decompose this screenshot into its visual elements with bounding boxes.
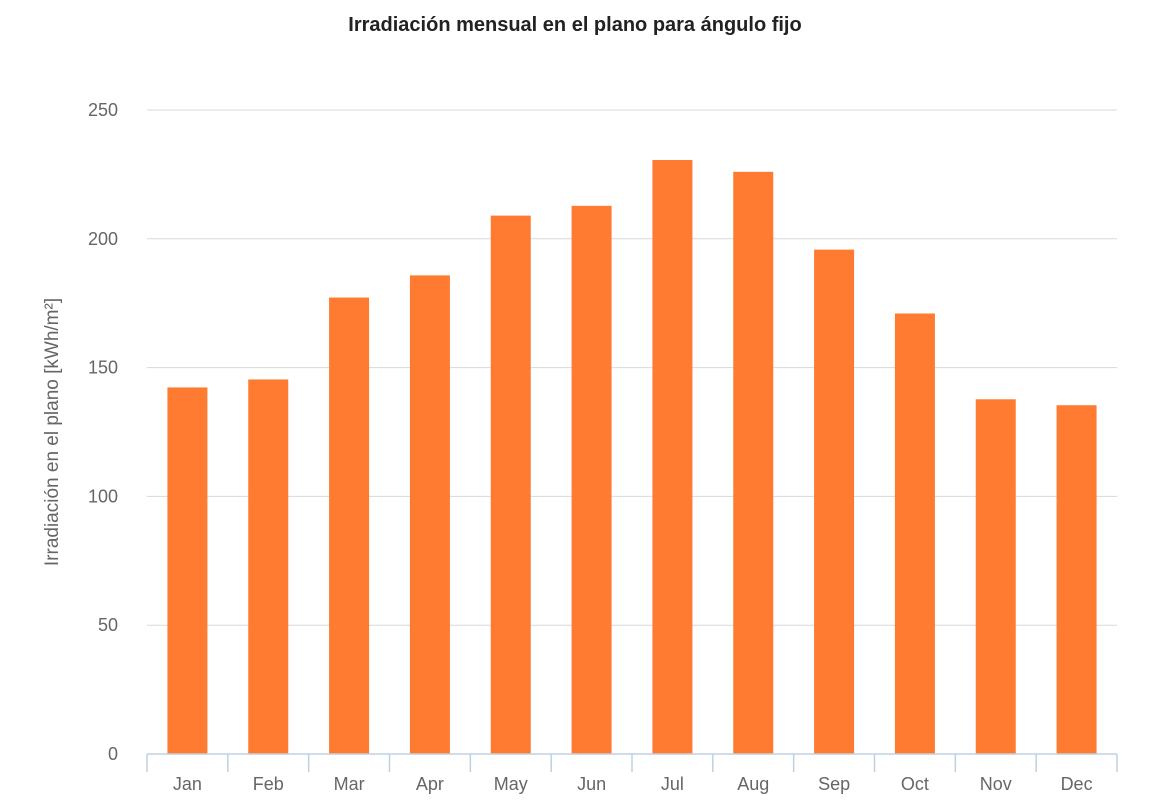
x-tick-label: May (494, 774, 528, 794)
bar-nov (975, 399, 1016, 754)
x-tick-label: Jun (577, 774, 606, 794)
x-tick-label: Feb (253, 774, 284, 794)
x-tick-label: Nov (980, 774, 1012, 794)
y-tick-label: 0 (108, 744, 118, 764)
x-tick-label: Jan (173, 774, 202, 794)
bar-sep (814, 249, 855, 754)
bar-feb (248, 379, 289, 754)
x-tick-label: Sep (818, 774, 850, 794)
bar-dec (1056, 405, 1097, 754)
x-tick-label: Jul (661, 774, 684, 794)
bar-oct (894, 313, 935, 754)
y-tick-label: 100 (88, 486, 118, 506)
bar-apr (409, 275, 450, 754)
bar-jul (652, 159, 693, 755)
x-tick-label: Oct (901, 774, 929, 794)
x-tick-label: Dec (1061, 774, 1093, 794)
chart-title: Irradiación mensual en el plano para áng… (348, 14, 801, 36)
bar-mar (329, 297, 370, 754)
y-tick-label: 150 (88, 358, 118, 378)
bar-may (490, 215, 531, 755)
x-tick-label: Aug (737, 774, 769, 794)
x-tick-label: Apr (416, 774, 444, 794)
bar-jan (167, 387, 208, 754)
y-axis-label: Irradiación en el plano [kWh/m²] (42, 298, 63, 566)
y-tick-label: 50 (98, 615, 118, 635)
bar-aug (733, 171, 774, 755)
bar-jun (571, 205, 612, 754)
y-tick-label: 250 (88, 100, 118, 120)
y-tick-label: 200 (88, 229, 118, 249)
x-tick-label: Mar (334, 774, 365, 794)
